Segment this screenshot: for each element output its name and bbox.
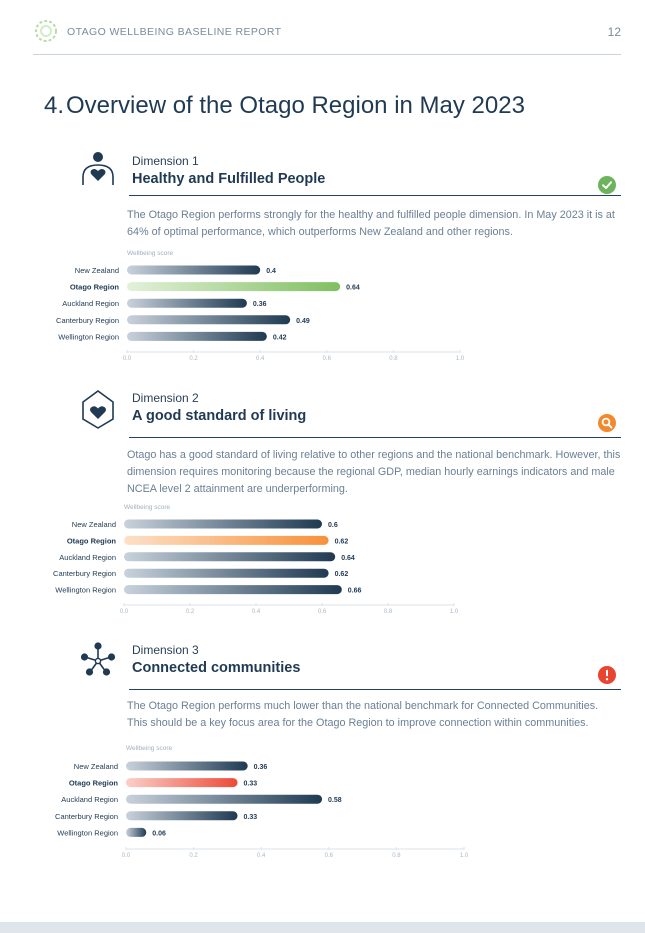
section-number: 4. (44, 92, 65, 119)
x-tick-label: 0.8 (384, 609, 393, 615)
category-label: Auckland Region (61, 795, 118, 804)
bar (124, 519, 322, 529)
wellbeing-logo-icon (35, 20, 57, 42)
value-label: 0.42 (273, 334, 287, 341)
value-label: 0.62 (335, 571, 349, 578)
x-tick-label: 1.0 (450, 609, 459, 615)
bar (127, 298, 247, 308)
dimension-description: The Otago Region performs strongly for t… (127, 209, 615, 238)
x-tick-label: 0.4 (256, 356, 265, 362)
category-label: Wellington Region (55, 586, 116, 595)
x-axis-label: Wellbeing score (127, 250, 174, 257)
dimension-label: Dimension 1 (132, 154, 199, 168)
value-label: 0.64 (346, 285, 360, 292)
x-tick-label: 0.0 (123, 356, 132, 362)
page-header: OTAGO WELLBEING BASELINE REPORT 12 (33, 18, 621, 55)
category-label: Otago Region (69, 779, 119, 788)
dimension-name: Connected communities (132, 660, 301, 676)
dimension-divider (129, 437, 621, 438)
bar (127, 315, 291, 325)
value-label: 0.4 (266, 268, 276, 275)
value-label: 0.66 (348, 588, 362, 595)
bar (127, 331, 267, 341)
value-label: 0.33 (244, 781, 258, 788)
bar (126, 761, 248, 771)
category-label: Wellington Region (57, 828, 118, 837)
value-label: 0.36 (254, 764, 268, 771)
x-axis-label: Wellbeing score (126, 745, 173, 752)
bar (124, 568, 329, 578)
category-label: Canterbury Region (55, 812, 118, 821)
category-label: Otago Region (70, 283, 120, 292)
x-tick-label: 0.6 (325, 853, 334, 859)
dimension-label: Dimension 3 (132, 643, 199, 657)
bar (126, 811, 238, 821)
search-circle-icon (598, 414, 616, 432)
dimension-description: Otago has a good standard of living rela… (127, 449, 621, 495)
x-tick-label: 0.0 (120, 609, 129, 615)
dimension-name: A good standard of living (132, 408, 307, 424)
alert-circle-icon (598, 666, 616, 684)
dimension-name: Healthy and Fulfilled People (132, 171, 326, 187)
value-label: 0.33 (244, 814, 258, 821)
bar (126, 827, 147, 837)
x-tick-label: 0.8 (392, 853, 401, 859)
value-label: 0.36 (253, 301, 267, 308)
category-label: New Zealand (72, 520, 116, 529)
x-tick-label: 0.8 (389, 356, 398, 362)
page-number: 12 (607, 25, 621, 39)
house-heart-icon (82, 390, 114, 429)
x-tick-label: 0.4 (252, 609, 261, 615)
value-label: 0.58 (328, 797, 342, 804)
bar (127, 265, 261, 275)
x-tick-label: 0.0 (122, 853, 131, 859)
dimension-label: Dimension 2 (132, 391, 199, 405)
bar (124, 585, 342, 595)
section-title-text: Overview of the Otago Region in May 2023 (66, 92, 525, 119)
category-label: Otago Region (67, 536, 117, 545)
category-label: Canterbury Region (53, 569, 116, 578)
dimension-divider (129, 689, 621, 690)
category-label: Canterbury Region (56, 316, 119, 325)
x-tick-label: 0.2 (186, 609, 195, 615)
check-circle-icon (598, 176, 616, 194)
x-tick-label: 0.6 (323, 356, 332, 362)
value-label: 0.06 (152, 830, 166, 837)
x-tick-label: 0.2 (189, 853, 198, 859)
category-label: Auckland Region (59, 553, 116, 562)
section-title: 4.Overview of the Otago Region in May 20… (44, 92, 525, 120)
report-title: OTAGO WELLBEING BASELINE REPORT (67, 26, 282, 38)
x-tick-label: 0.4 (257, 853, 266, 859)
bar (124, 535, 329, 545)
x-tick-label: 0.2 (189, 356, 198, 362)
value-label: 0.49 (296, 318, 310, 325)
network-icon (80, 642, 116, 676)
category-label: Auckland Region (62, 299, 119, 308)
bar (124, 552, 336, 562)
dimension-description: The Otago Region performs much lower tha… (127, 700, 599, 729)
value-label: 0.64 (341, 555, 355, 562)
bar (126, 794, 323, 804)
value-label: 0.6 (328, 522, 338, 529)
category-label: New Zealand (75, 266, 119, 275)
x-axis-label: Wellbeing score (124, 504, 171, 511)
x-tick-label: 0.6 (318, 609, 327, 615)
category-label: Wellington Region (58, 332, 119, 341)
x-tick-label: 1.0 (456, 356, 465, 362)
bar (127, 282, 341, 292)
person-heart-icon (82, 152, 114, 185)
footer-band (0, 922, 645, 933)
category-label: New Zealand (74, 762, 118, 771)
dimension-divider (129, 195, 621, 196)
value-label: 0.62 (335, 538, 349, 545)
x-tick-label: 1.0 (460, 853, 469, 859)
bar (126, 778, 238, 788)
